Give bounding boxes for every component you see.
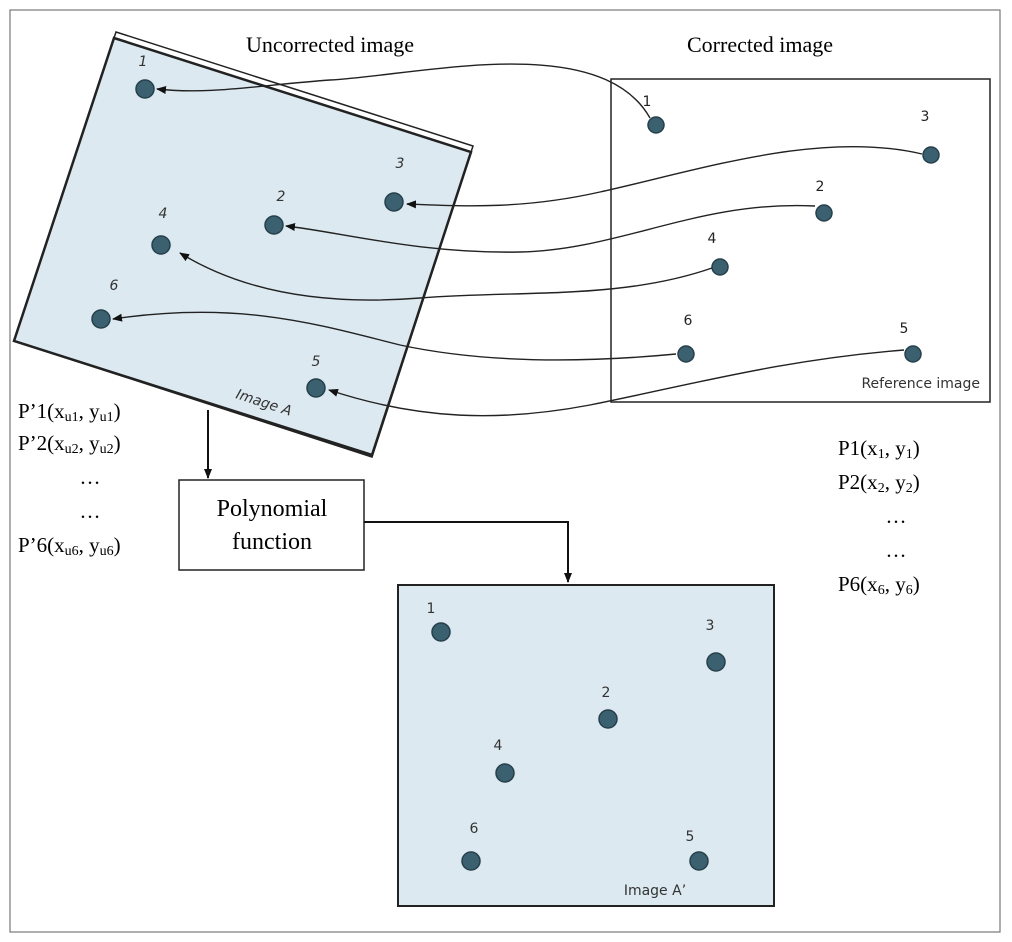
image-a-prime-point-5-label: 5 bbox=[686, 829, 695, 845]
coordinate-p2-prime: P’2(xu2, yu2) bbox=[18, 431, 121, 457]
reference-point-4-marker bbox=[711, 258, 729, 276]
image-a-panel: Image A 1 2 3 4 5 6 bbox=[12, 31, 474, 458]
image-a-prime-point-4-label: 4 bbox=[494, 738, 503, 754]
image-a-prime-point-2-label: 2 bbox=[602, 685, 611, 701]
image-a-prime-point-3-label: 3 bbox=[706, 618, 715, 634]
reference-point-2-label: 2 bbox=[816, 179, 825, 195]
reference-point-4-label: 4 bbox=[708, 231, 717, 247]
image-a-prime-frame bbox=[397, 584, 775, 907]
reference-point-2-marker bbox=[815, 204, 833, 222]
image-a-prime-point-1: 1 bbox=[427, 601, 451, 642]
image-a-prime-point-1-marker bbox=[431, 622, 451, 642]
image-a-point-1-marker bbox=[135, 79, 155, 99]
link-point-2 bbox=[285, 204, 816, 253]
reference-point-5: 5 bbox=[900, 321, 922, 363]
coordinate-p6-prime: P’6(xu6, yu6) bbox=[18, 533, 121, 559]
image-a-prime-point-4: 4 bbox=[494, 738, 515, 783]
coordinate-p6: P6(x6, y6) bbox=[838, 572, 920, 598]
image-a-prime-point-5-marker bbox=[689, 851, 709, 871]
polynomial-function-box: Polynomial function bbox=[178, 410, 572, 583]
coordinate-p2: P2(x2, y2) bbox=[838, 470, 920, 496]
coordinate-p1-prime: P’1(xu1, yu1) bbox=[18, 399, 121, 425]
reference-point-2: 2 bbox=[815, 179, 833, 222]
image-a-prime-point-6-label: 6 bbox=[470, 821, 479, 837]
link-point-3 bbox=[406, 145, 923, 209]
uncorrected-image-title: Uncorrected image bbox=[246, 32, 414, 57]
image-a-frame bbox=[12, 36, 473, 457]
image-a-point-4-label: 4 bbox=[159, 206, 168, 222]
image-a-prime-point-5: 5 bbox=[686, 829, 709, 871]
image-a-point-4-marker bbox=[151, 235, 171, 255]
image-a-point-2: 2 bbox=[264, 189, 286, 235]
image-a-prime-point-6: 6 bbox=[461, 821, 481, 871]
reference-point-5-label: 5 bbox=[900, 321, 909, 337]
image-a-prime-point-6-marker bbox=[461, 851, 481, 871]
image-a-point-3-label: 3 bbox=[396, 156, 405, 172]
coordinate-ellipsis-4: … bbox=[886, 538, 907, 562]
correspondence-links bbox=[112, 63, 923, 417]
polynomial-box-frame bbox=[178, 479, 365, 571]
image-a-prime-point-4-marker bbox=[495, 763, 515, 783]
image-a-prime-panel: Image A’ 1 2 3 4 5 6 bbox=[397, 584, 775, 907]
image-a-point-4: 4 bbox=[151, 206, 171, 255]
coordinate-ellipsis-1: … bbox=[80, 465, 101, 489]
link-point-1 bbox=[156, 63, 651, 119]
link-point-5 bbox=[328, 349, 905, 417]
coordinate-ellipsis-3: … bbox=[886, 504, 907, 528]
image-a-prime-point-3-marker bbox=[706, 652, 726, 672]
image-a-point-2-marker bbox=[264, 215, 284, 235]
coordinate-ellipsis-2: … bbox=[80, 499, 101, 523]
reference-point-1-marker bbox=[647, 116, 665, 134]
image-a-point-2-label: 2 bbox=[277, 189, 286, 205]
reference-point-4: 4 bbox=[708, 231, 729, 276]
link-point-6 bbox=[112, 311, 677, 361]
corrected-coordinates: P1(x1, y1) P2(x2, y2) … … P6(x6, y6) bbox=[838, 436, 920, 598]
reference-image-caption: Reference image bbox=[861, 376, 980, 392]
image-a-prime-point-2: 2 bbox=[598, 685, 618, 729]
reference-image-panel: Reference image 1 2 3 4 5 6 bbox=[610, 78, 991, 403]
image-a-prime-point-1-label: 1 bbox=[427, 601, 436, 617]
reference-point-6: 6 bbox=[677, 313, 695, 363]
reference-point-3-marker bbox=[922, 146, 940, 164]
link-point-4 bbox=[179, 252, 713, 301]
image-a-prime-caption: Image A’ bbox=[624, 883, 686, 899]
image-a-prime-point-2-marker bbox=[598, 709, 618, 729]
polynomial-label-line1: Polynomial bbox=[217, 496, 328, 522]
uncorrected-coordinates: P’1(xu1, yu1) P’2(xu2, yu2) … … P’6(xu6,… bbox=[18, 399, 121, 559]
coordinate-p1: P1(x1, y1) bbox=[838, 436, 920, 462]
reference-point-6-marker bbox=[677, 345, 695, 363]
image-a-point-6: 6 bbox=[91, 278, 119, 329]
reference-point-1-label: 1 bbox=[643, 94, 652, 110]
image-a-point-5-label: 5 bbox=[312, 354, 321, 370]
image-a-point-1: 1 bbox=[135, 54, 155, 99]
image-a-point-5-marker bbox=[306, 378, 326, 398]
corrected-image-title: Corrected image bbox=[687, 32, 833, 57]
image-a-point-3-marker bbox=[384, 192, 404, 212]
image-a-point-3: 3 bbox=[384, 156, 405, 212]
image-a-point-5: 5 bbox=[306, 354, 326, 398]
arrow-to-image-a-prime bbox=[364, 521, 572, 583]
reference-image-frame bbox=[610, 78, 991, 403]
image-a-prime-point-3: 3 bbox=[706, 618, 726, 672]
reference-point-3: 3 bbox=[921, 109, 940, 164]
image-a-point-6-marker bbox=[91, 309, 111, 329]
reference-point-6-label: 6 bbox=[684, 313, 693, 329]
image-a-point-6-label: 6 bbox=[110, 278, 119, 294]
reference-point-5-marker bbox=[904, 345, 922, 363]
image-a-point-1-label: 1 bbox=[139, 54, 148, 70]
polynomial-label-line2: function bbox=[232, 529, 312, 555]
reference-point-1: 1 bbox=[643, 94, 665, 134]
reference-point-3-label: 3 bbox=[921, 109, 930, 125]
